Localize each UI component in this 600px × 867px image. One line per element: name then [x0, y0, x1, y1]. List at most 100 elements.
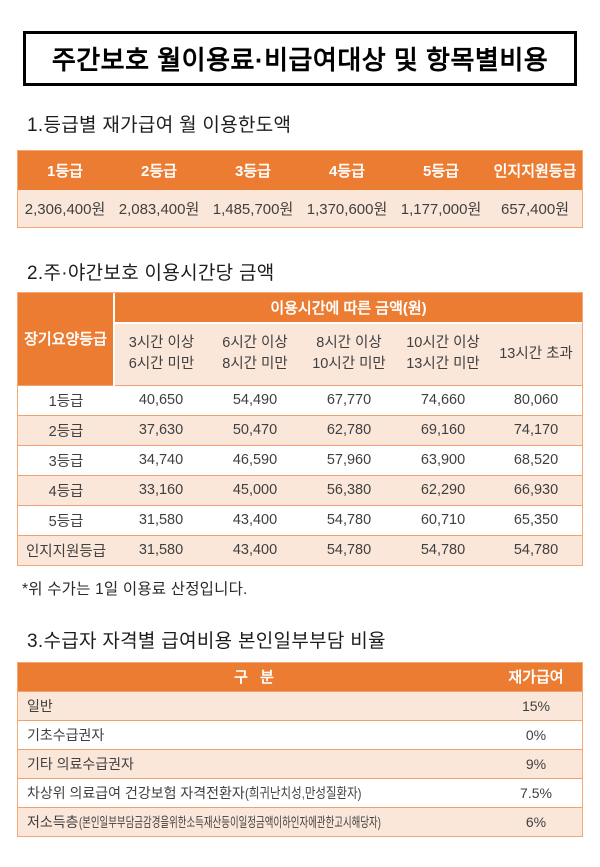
fee-value: 65,350 — [490, 504, 582, 535]
table-row: 2등급 37,630 50,470 62,780 69,160 74,170 — [18, 414, 582, 445]
beneficiary-category: 차상위 의료급여 건강보험 자격전환자(희귀난치성,만성질환자) — [18, 777, 490, 807]
table-subheader-row: 3시간 이상 6시간 미만 6시간 이상 8시간 미만 8시간 이상 10시간 … — [18, 323, 582, 385]
grade-label: 3등급 — [18, 444, 114, 475]
time-range-header: 8시간 이상 10시간 미만 — [302, 323, 396, 385]
grade-label: 4등급 — [18, 474, 114, 505]
fee-value: 57,960 — [302, 444, 396, 475]
time-range-line: 10시간 미만 — [312, 356, 386, 373]
fee-value: 45,000 — [208, 474, 302, 505]
fee-value: 37,630 — [114, 414, 208, 445]
fee-value: 69,160 — [396, 414, 490, 445]
copay-rate: 9% — [490, 748, 582, 778]
table-row: 1등급 40,650 54,490 67,770 74,660 80,060 — [18, 384, 582, 415]
copay-rate: 0% — [490, 719, 582, 749]
category-label: 차상위 의료급여 건강보험 자격전환자 — [27, 784, 245, 801]
table-row: 5등급 31,580 43,400 54,780 60,710 65,350 — [18, 504, 582, 535]
time-range-line: 13시간 미만 — [406, 356, 480, 373]
grade-column-header: 2등급 — [112, 151, 206, 190]
document-title-box: 주간보호 월이용료·비급여대상 및 항목별비용 — [23, 31, 577, 86]
fee-value: 31,580 — [114, 534, 208, 565]
limit-amount: 1,370,600원 — [300, 190, 394, 227]
section3-heading: 3.수급자 자격별 급여비용 본인일부부담 비율 — [27, 631, 386, 652]
table-row: 4등급 33,160 45,000 56,380 62,290 66,930 — [18, 474, 582, 505]
grade-column-header: 5등급 — [394, 151, 488, 190]
table-header-row: 구 분 재가급여 — [18, 663, 582, 691]
grade-column-header: 3등급 — [206, 151, 300, 190]
limit-amount: 2,306,400원 — [18, 190, 112, 227]
grade-label: 5등급 — [18, 504, 114, 535]
table-row: 2,306,400원 2,083,400원 1,485,700원 1,370,6… — [18, 190, 582, 227]
limit-amount: 657,400원 — [488, 190, 582, 227]
time-group-header: 이용시간에 따른 금액(원) — [114, 293, 582, 324]
beneficiary-category: 일반 — [18, 690, 490, 720]
time-range-header: 13시간 초과 — [490, 323, 582, 385]
category-detail: (본인일부부담금감경을위한소득재산등이일정금액이하인자에관한고시해당자) — [78, 815, 381, 831]
time-range-line: 6시간 미만 — [128, 356, 195, 373]
document-title: 주간보호 월이용료·비급여대상 및 항목별비용 — [51, 45, 549, 75]
fee-value: 43,400 — [208, 534, 302, 565]
grade-column-header: 4등급 — [300, 151, 394, 190]
table-row: 저소득층 (본인일부부담금감경을위한소득재산등이일정금액이하인자에관한고시해당자… — [18, 806, 582, 836]
fee-value: 46,590 — [208, 444, 302, 475]
monthly-limit-table: 1등급 2등급 3등급 4등급 5등급 인지지원등급 2,306,400원 2,… — [17, 150, 583, 228]
fee-value: 40,650 — [114, 384, 208, 415]
fee-value: 62,780 — [302, 414, 396, 445]
hourly-fee-table: 장기요양등급 이용시간에 따른 금액(원) 3시간 이상 6시간 미만 6시간 … — [17, 292, 583, 566]
time-range-header: 3시간 이상 6시간 미만 — [114, 323, 208, 385]
beneficiary-category: 저소득층 (본인일부부담금감경을위한소득재산등이일정금액이하인자에관한고시해당자… — [18, 806, 490, 836]
fee-value: 74,660 — [396, 384, 490, 415]
grade-column-header: 인지지원등급 — [488, 151, 582, 190]
table-row: 일반 15% — [18, 690, 582, 720]
fee-value: 63,900 — [396, 444, 490, 475]
table-row: 인지지원등급 31,580 43,400 54,780 54,780 54,78… — [18, 534, 582, 565]
limit-amount: 1,177,000원 — [394, 190, 488, 227]
grade-label: 인지지원등급 — [18, 534, 114, 565]
copay-rate: 15% — [490, 690, 582, 720]
table-row: 기타 의료수급권자 9% — [18, 748, 582, 778]
table-header-row: 장기요양등급 이용시간에 따른 금액(원) — [18, 293, 582, 385]
category-label: 저소득층 — [27, 814, 79, 831]
rate-column-header: 재가급여 — [490, 663, 582, 691]
fee-value: 54,490 — [208, 384, 302, 415]
daily-fee-note: *위 수가는 1일 이용료 산정입니다. — [22, 581, 248, 598]
section1-heading: 1.등급별 재가급여 월 이용한도액 — [27, 115, 292, 136]
time-range-header: 10시간 이상 13시간 미만 — [396, 323, 490, 385]
category-column-header: 구 분 — [18, 663, 490, 691]
category-detail: (희귀난치성,만성질환자) — [244, 784, 362, 801]
time-range-header: 6시간 이상 8시간 미만 — [208, 323, 302, 385]
fee-value: 54,780 — [302, 504, 396, 535]
table-row: 차상위 의료급여 건강보험 자격전환자(희귀난치성,만성질환자) 7.5% — [18, 777, 582, 807]
fee-value: 33,160 — [114, 474, 208, 505]
grade-column-header: 장기요양등급 — [18, 293, 115, 385]
beneficiary-category: 기타 의료수급권자 — [18, 748, 490, 778]
grade-label: 1등급 — [18, 384, 114, 415]
fee-value: 31,580 — [114, 504, 208, 535]
fee-value: 60,710 — [396, 504, 490, 535]
fee-value: 66,930 — [490, 474, 582, 505]
limit-amount: 1,485,700원 — [206, 190, 300, 227]
fee-value: 50,470 — [208, 414, 302, 445]
copay-rate: 7.5% — [490, 777, 582, 807]
grade-column-header: 1등급 — [18, 151, 112, 190]
time-range-line: 3시간 이상 — [128, 335, 195, 352]
limit-amount: 2,083,400원 — [112, 190, 206, 227]
time-range-line: 8시간 이상 — [316, 335, 382, 352]
copay-rate: 6% — [490, 806, 582, 836]
section2-heading: 2.주·야간보호 이용시간당 금액 — [27, 263, 275, 284]
fee-value: 68,520 — [490, 444, 582, 475]
fee-value: 54,780 — [490, 534, 582, 565]
category-label: 기초수급권자 — [27, 726, 105, 743]
fee-value: 62,290 — [396, 474, 490, 505]
grade-label: 2등급 — [18, 414, 114, 445]
table-row: 3등급 34,740 46,590 57,960 63,900 68,520 — [18, 444, 582, 475]
fee-value: 80,060 — [490, 384, 582, 415]
fee-value: 54,780 — [302, 534, 396, 565]
fee-value: 74,170 — [490, 414, 582, 445]
beneficiary-category: 기초수급권자 — [18, 719, 490, 749]
table-row: 기초수급권자 0% — [18, 719, 582, 749]
fee-value: 43,400 — [208, 504, 302, 535]
copayment-rate-table: 구 분 재가급여 일반 15% 기초수급권자 0% 기타 의료수급권자 9% 차… — [17, 662, 583, 837]
fee-value: 54,780 — [396, 534, 490, 565]
time-range-line: 13시간 초과 — [499, 345, 573, 362]
